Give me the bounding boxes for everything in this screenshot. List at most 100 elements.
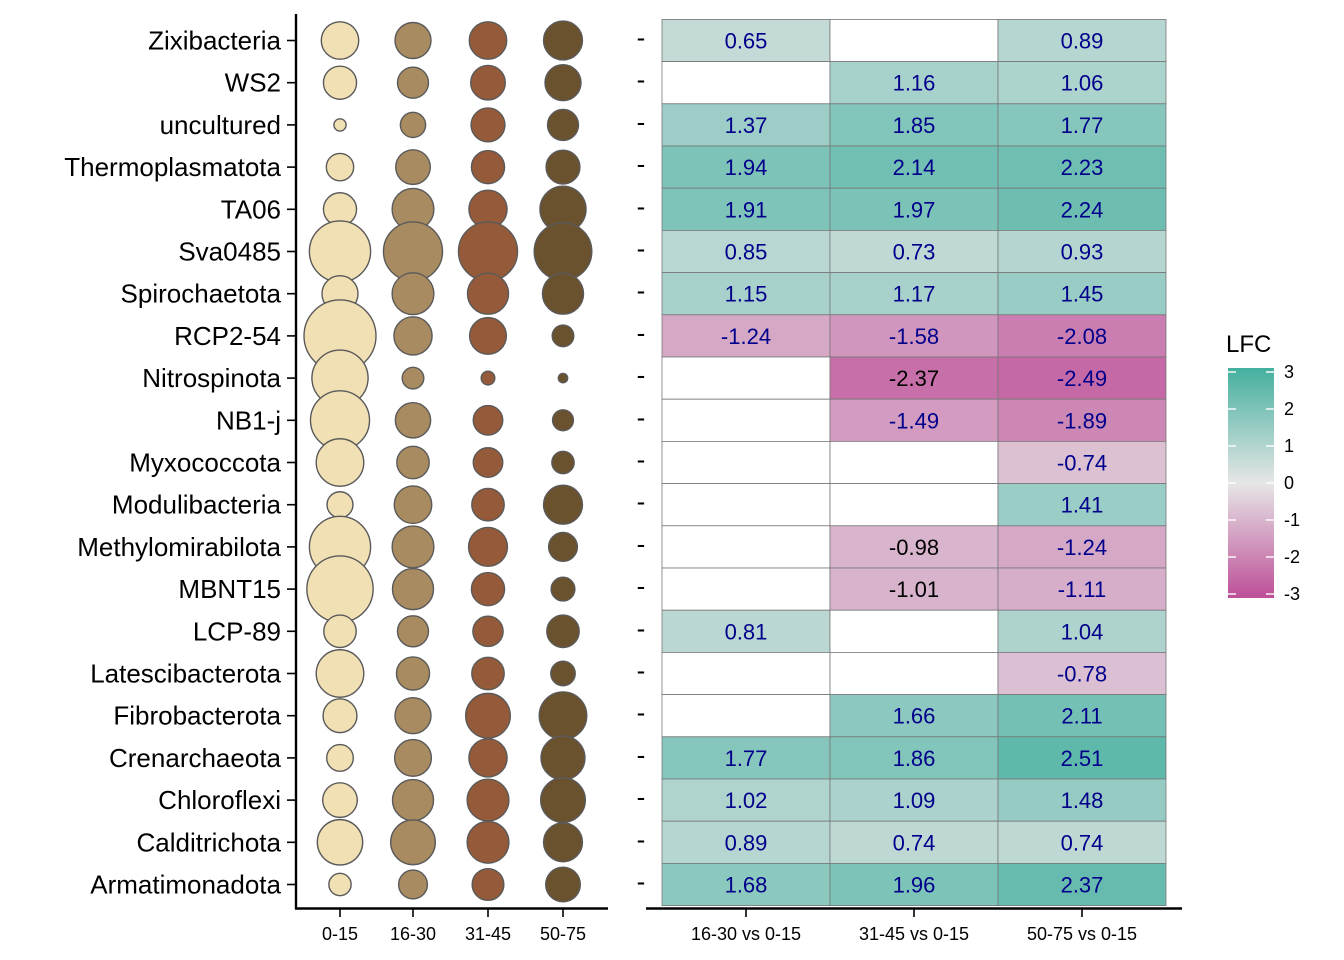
bubble-point: [457, 221, 519, 282]
bubble-point: [547, 531, 579, 562]
heatmap-cell: [661, 103, 831, 147]
bubble-point: [480, 370, 496, 386]
taxon-label: Fibrobacterota: [113, 701, 281, 731]
cell-value-label: -1.58: [889, 324, 939, 349]
bubble-point: [470, 149, 506, 185]
bubble-point: [551, 450, 575, 475]
bubble-point: [323, 614, 357, 649]
cell-value-label: 1.15: [725, 282, 768, 307]
cell-value-label: -2.08: [1057, 324, 1107, 349]
bubble-point: [471, 656, 505, 691]
row-marker: -: [637, 782, 646, 812]
cell-value-label: 1.68: [725, 873, 768, 898]
heatmap-cell: [661, 18, 831, 63]
taxon-label: Myxococcota: [129, 448, 281, 478]
heatmap-cell: [829, 694, 999, 738]
taxon-label: Armatimonadota: [90, 870, 281, 900]
taxon-label: Thermoplasmatota: [64, 152, 281, 182]
cell-value-label: 1.06: [1061, 71, 1104, 96]
row-marker: -: [637, 740, 646, 770]
heatmap-cell: [997, 398, 1167, 442]
heatmap-cell: [997, 652, 1167, 696]
bubble-point: [464, 692, 512, 739]
bubble-point: [333, 118, 347, 132]
bubble-point: [396, 615, 430, 648]
cell-value-label: 1.77: [1061, 113, 1104, 138]
heatmap-cell: [661, 145, 831, 189]
bubble-point: [550, 576, 576, 602]
bubble-point: [401, 366, 425, 390]
heatmap-cell: [997, 61, 1167, 105]
bubble-point: [391, 778, 435, 822]
heatmap-cell: [829, 18, 999, 63]
taxon-label: MBNT15: [178, 574, 281, 604]
row-marker: -: [637, 149, 646, 179]
bubble-point: [308, 220, 372, 283]
row-marker: -: [637, 445, 646, 475]
bubble-point: [472, 447, 504, 478]
legend-tick-label: 2: [1284, 399, 1294, 419]
bubble-point: [389, 819, 437, 866]
cell-value-label: 2.51: [1061, 746, 1104, 771]
legend-tick-label: -2: [1284, 547, 1300, 567]
cell-value-label: -0.98: [889, 535, 939, 560]
row-marker: -: [637, 276, 646, 306]
legend-tick-label: 1: [1284, 436, 1294, 456]
cell-value-label: 0.65: [725, 29, 768, 54]
bubble-point: [394, 401, 432, 439]
bubble-point: [397, 869, 429, 900]
cell-value-label: 1.97: [893, 197, 936, 222]
row-marker: -: [637, 23, 646, 53]
bubble-point: [393, 738, 433, 777]
cell-value-label: 0.73: [893, 240, 936, 265]
heatmap-cell: [829, 103, 999, 147]
bubble-point: [539, 777, 587, 824]
x-tick-label: 50-75: [540, 924, 586, 944]
cell-value-label: 1.85: [893, 113, 936, 138]
legend-ticks: 3 2 1 0 -1 -2 -3: [1228, 362, 1300, 604]
cell-value-label: 1.86: [893, 746, 936, 771]
heatmap-cell: [829, 652, 999, 696]
taxon-label: Crenarchaeota: [109, 743, 282, 773]
x-tick-label: 31-45: [465, 924, 511, 944]
heatmap-cell: [997, 567, 1167, 611]
taxon-label: RCP2-54: [174, 321, 281, 351]
heatmap-cell: [997, 736, 1167, 780]
bubble-point: [322, 782, 358, 819]
row-marker: -: [637, 656, 646, 686]
bubble-point: [542, 20, 584, 61]
legend-title: LFC: [1226, 331, 1271, 358]
bubble-point: [540, 735, 586, 781]
heatmap-cell: [661, 229, 831, 273]
taxon-label: Zixibacteria: [148, 26, 281, 56]
bubble-point: [396, 445, 430, 480]
cell-value-label: 0.81: [725, 619, 768, 644]
heatmap-cell: [997, 229, 1167, 273]
bubble-point: [315, 438, 365, 487]
bubble-point: [468, 21, 508, 60]
cell-value-label: 2.23: [1061, 155, 1104, 180]
x-tick-label: 50-75 vs 0-15: [1027, 924, 1137, 944]
taxon-label: TA06: [221, 194, 281, 224]
heatmap-cell: [997, 18, 1167, 63]
row-marker: -: [637, 234, 646, 264]
bubble-point: [471, 487, 505, 522]
bubble-point: [470, 107, 506, 143]
cell-value-label: -1.24: [1057, 535, 1107, 560]
heatmap-cell: [661, 61, 831, 105]
bubble-point: [542, 822, 584, 863]
bubble-point: [472, 404, 504, 436]
row-marker: -: [637, 613, 646, 643]
bubble-point: [325, 152, 355, 182]
cell-value-label: 1.91: [725, 197, 768, 222]
bubble-point: [466, 778, 510, 822]
bubble-point: [466, 272, 510, 315]
bubble-point: [545, 866, 581, 903]
heatmap-cell: [997, 863, 1167, 907]
bubble-point: [533, 221, 593, 281]
heatmap-cell: [829, 356, 999, 400]
bubble-point: [468, 316, 508, 355]
cell-value-label: 2.24: [1061, 197, 1104, 222]
heatmap-cell: [829, 229, 999, 273]
